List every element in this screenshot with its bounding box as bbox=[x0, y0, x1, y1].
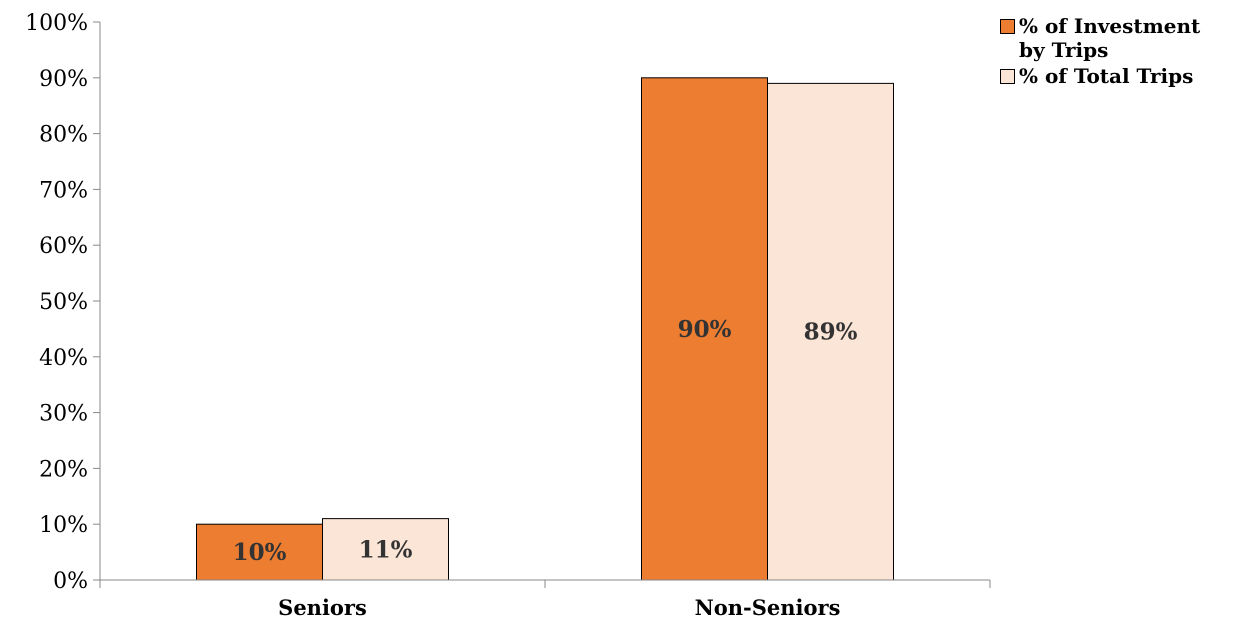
y-tick-label: 50% bbox=[39, 290, 88, 315]
y-tick-label: 20% bbox=[39, 457, 88, 482]
data-label: 90% bbox=[678, 316, 732, 343]
y-tick-label: 60% bbox=[39, 234, 88, 259]
legend-item-total-trips: % of Total Trips bbox=[1000, 64, 1230, 88]
y-tick-label: 30% bbox=[39, 402, 88, 427]
data-label: 10% bbox=[233, 539, 287, 566]
bars bbox=[196, 77, 894, 581]
bar bbox=[322, 518, 449, 581]
y-tick-label: 90% bbox=[39, 67, 88, 92]
y-tick-label: 70% bbox=[39, 178, 88, 203]
data-labels: 10% 11% 90% 89% bbox=[233, 316, 858, 566]
y-tick-label: 80% bbox=[39, 123, 88, 148]
legend-swatch-total-trips bbox=[1000, 69, 1015, 84]
data-label: 11% bbox=[359, 536, 413, 563]
y-tick-label: 100% bbox=[25, 11, 88, 36]
data-label: 89% bbox=[804, 319, 858, 346]
legend-label-investment: % of Investment by Trips bbox=[1019, 14, 1201, 62]
y-axis-ticks: 0% 10% 20% 30% 40% 50% 60% 70% 80% 90% 100% bbox=[25, 11, 100, 594]
y-tick-label: 10% bbox=[39, 513, 88, 538]
x-axis: Seniors Non-Seniors bbox=[99, 22, 991, 620]
bar bbox=[767, 82, 894, 581]
x-category-label: Non-Seniors bbox=[695, 595, 841, 620]
legend-label-total-trips: % of Total Trips bbox=[1019, 64, 1194, 88]
bar bbox=[196, 523, 323, 581]
legend-swatch-investment bbox=[1000, 19, 1015, 34]
y-tick-label: 0% bbox=[53, 569, 88, 594]
y-tick-label: 40% bbox=[39, 346, 88, 371]
legend: % of Investment by Trips % of Total Trip… bbox=[1000, 14, 1230, 90]
bar bbox=[641, 77, 768, 581]
legend-item-investment: % of Investment by Trips bbox=[1000, 14, 1230, 62]
x-category-label: Seniors bbox=[278, 595, 367, 620]
